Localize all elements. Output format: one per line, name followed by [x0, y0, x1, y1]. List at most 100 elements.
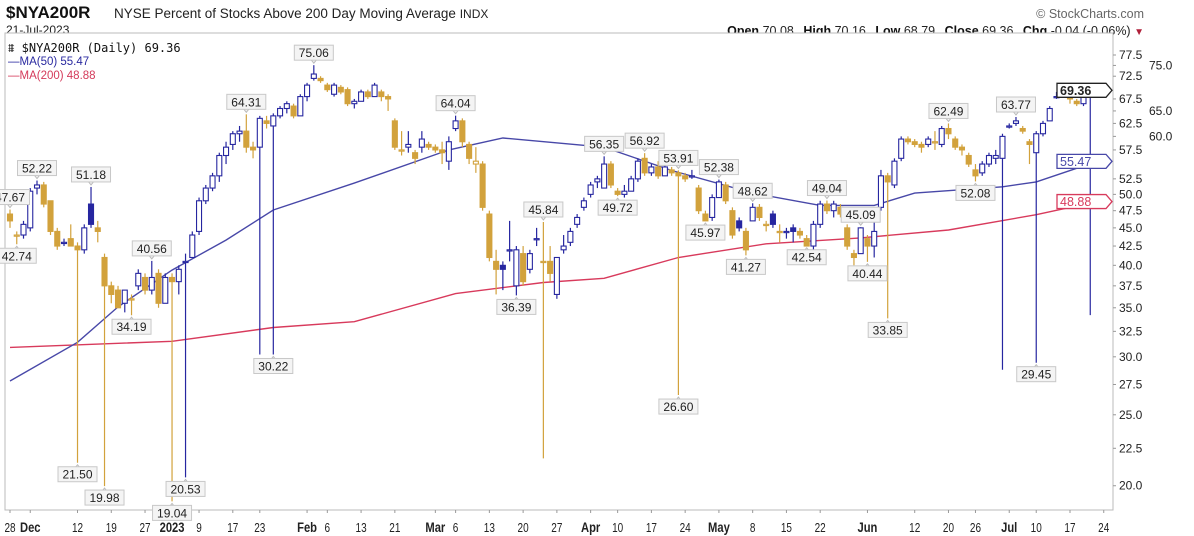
annotation-box	[131, 240, 172, 257]
candle	[736, 217, 743, 232]
candle	[189, 231, 196, 259]
annotation-box	[152, 504, 193, 521]
symbol-title: $NYA200R	[6, 3, 91, 22]
candle-body	[985, 154, 993, 165]
candle	[33, 180, 41, 195]
candle	[742, 227, 749, 256]
candle-body	[567, 230, 574, 243]
candle	[222, 141, 230, 165]
candle-body	[587, 184, 594, 195]
candle	[722, 181, 729, 205]
candle	[972, 164, 979, 182]
candle	[337, 85, 344, 95]
candle	[250, 141, 257, 159]
candle-body	[371, 84, 378, 98]
candle-body	[526, 253, 533, 270]
candle	[709, 194, 716, 221]
annotation-box	[732, 182, 773, 199]
candle-body	[94, 227, 101, 232]
candle-body	[493, 260, 500, 270]
annotation-box	[293, 44, 334, 61]
candle-body	[830, 203, 837, 212]
candle	[479, 161, 486, 211]
candle	[634, 158, 641, 182]
candle-body	[202, 187, 209, 202]
candle	[884, 172, 891, 319]
down-triangle-icon: ▼	[1134, 27, 1144, 38]
candle	[979, 161, 986, 176]
candle	[715, 179, 722, 199]
annotation-label: 75.06	[299, 46, 329, 60]
candle-body	[344, 89, 351, 105]
candle-body	[1073, 100, 1080, 105]
annotation-label: 34.19	[117, 320, 147, 334]
annotation-label: 63.77	[1001, 98, 1031, 112]
x-tick-label: 8	[750, 522, 756, 535]
annotation-box	[658, 398, 699, 415]
candle	[877, 169, 885, 211]
candle-body	[763, 223, 770, 227]
candle-body	[1026, 141, 1033, 145]
candle-body	[661, 166, 668, 177]
candle	[891, 158, 898, 189]
candle	[243, 114, 250, 153]
x-tick-label: 26	[970, 522, 981, 535]
x-tick-label: 10	[1031, 522, 1042, 535]
candle-body	[466, 143, 473, 159]
candle-body	[898, 138, 905, 159]
candle-body	[540, 260, 547, 264]
candle-body	[13, 234, 20, 237]
candle-body	[979, 163, 986, 174]
candle	[871, 217, 878, 258]
candle	[371, 82, 378, 98]
candle	[918, 141, 925, 153]
candle-body	[614, 190, 621, 195]
candle-body	[47, 200, 54, 232]
y-tick-label: 40.0	[1119, 258, 1143, 272]
candle	[864, 235, 871, 262]
candle	[27, 188, 34, 232]
candle-body	[67, 238, 74, 247]
candle	[513, 246, 520, 296]
candle-body	[756, 206, 763, 218]
candle-body	[405, 143, 412, 148]
candle	[229, 131, 236, 150]
candle	[270, 113, 277, 355]
candle-body	[648, 166, 655, 174]
annotation-box	[111, 318, 152, 335]
candle	[790, 224, 797, 243]
annotation-box	[995, 96, 1036, 113]
candle-body	[364, 91, 371, 98]
candle-body	[175, 268, 182, 283]
annotation-box	[928, 102, 969, 119]
y-tick-label: 67.5	[1119, 92, 1143, 106]
copyright[interactable]: © StockCharts.com	[1036, 7, 1144, 21]
candle-body	[844, 227, 851, 247]
candle-body	[310, 73, 317, 79]
x-tick-label: Feb	[297, 520, 317, 535]
candle-body	[87, 203, 95, 225]
annotation-label: 19.98	[90, 491, 120, 505]
candle	[405, 131, 412, 153]
annotation-box	[847, 265, 888, 282]
candle-body	[141, 276, 149, 291]
candle	[358, 89, 365, 102]
value-tag-ma200	[1056, 193, 1113, 210]
annotation-label: 56.35	[589, 137, 619, 151]
candle-body	[229, 133, 236, 145]
candle-body	[925, 138, 932, 145]
candle-body	[938, 127, 945, 145]
candle-body	[101, 256, 108, 287]
candle-body	[168, 276, 176, 283]
candle	[553, 256, 560, 299]
annotation-box	[584, 135, 625, 152]
annotation-box	[1016, 366, 1057, 383]
candle	[999, 133, 1006, 370]
candle-body	[634, 160, 641, 180]
annotation-box	[786, 249, 827, 266]
candle	[850, 249, 857, 266]
candle	[87, 186, 95, 228]
candle-body	[810, 223, 817, 247]
annotation-label: 49.72	[603, 201, 633, 215]
